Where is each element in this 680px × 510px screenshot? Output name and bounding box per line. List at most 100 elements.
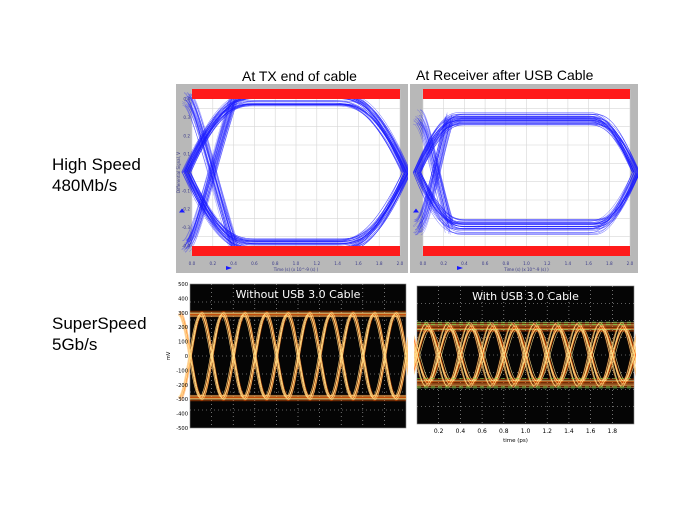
chart-title: With USB 3.0 Cable xyxy=(472,290,579,303)
eye-trace-edge xyxy=(420,114,454,228)
y-tick-label: 0 xyxy=(185,354,188,360)
row-label-super-speed: SuperSpeed 5Gb/s xyxy=(52,313,147,355)
eye-trace xyxy=(177,314,200,398)
y-tick-label: 0.1 xyxy=(183,152,190,157)
x-tick-label: 0.6 xyxy=(482,261,489,266)
eye-trace xyxy=(372,314,395,398)
eye-trace xyxy=(493,324,517,386)
eye-trace xyxy=(331,312,354,400)
eye-trace-edge xyxy=(415,120,448,236)
eye-trace xyxy=(428,324,452,386)
row-label-super-speed-name: SuperSpeed xyxy=(52,314,147,333)
eye-trace xyxy=(419,114,638,173)
eye-trace-edge xyxy=(413,121,446,226)
x-tick-label: 0.0 xyxy=(420,261,427,266)
eye-trace xyxy=(416,122,637,173)
x-tick-label: 0.8 xyxy=(502,261,509,266)
x-tick-label: 0.0 xyxy=(189,261,196,266)
eye-trace-edge xyxy=(184,94,232,246)
eye-trace xyxy=(414,335,430,386)
arrow-icon xyxy=(226,266,232,270)
eye-trace xyxy=(395,315,408,367)
eye-trace xyxy=(417,172,638,224)
x-tick-label: 0.4 xyxy=(456,428,466,435)
eye-trace xyxy=(188,172,408,242)
x-axis-label: Time (s) (x 10^-9 (s) ) xyxy=(503,267,549,272)
eye-trace xyxy=(394,313,408,370)
eye-trace-edge xyxy=(420,109,453,221)
eye-trace-edge xyxy=(187,96,236,244)
eye-trace xyxy=(264,314,287,398)
y-axis-label: Differential Signal, V xyxy=(176,152,181,193)
eye-trace xyxy=(536,325,559,385)
mask-top xyxy=(423,89,630,99)
y-tick-label: -0.4 xyxy=(182,243,191,248)
eye-trace xyxy=(601,324,626,386)
y-tick-label: -0.1 xyxy=(182,188,191,193)
y-tick-label: 200 xyxy=(178,325,188,331)
eye-trace-edge xyxy=(416,119,450,235)
eye-trace xyxy=(604,328,627,382)
x-tick-label: 1.6 xyxy=(586,428,596,435)
eye-trace xyxy=(514,325,537,385)
eye-trace-edge xyxy=(420,122,454,236)
eye-traces xyxy=(414,321,636,389)
eye-trace xyxy=(493,324,517,386)
x-tick-label: 0.8 xyxy=(272,261,279,266)
y-tick-label: 500 xyxy=(178,282,188,288)
row-label-high-speed-rate: 480Mb/s xyxy=(52,176,118,195)
eye-traces xyxy=(412,109,638,236)
eye-trace xyxy=(473,328,496,382)
eye-trace xyxy=(222,315,245,397)
eye-trace xyxy=(625,356,636,382)
mask-top xyxy=(192,89,400,99)
y-tick-label: 0 xyxy=(187,170,190,175)
eye-trace xyxy=(287,315,310,397)
x-tick-label: 0.2 xyxy=(440,261,447,266)
x-tick-label: 2.0 xyxy=(397,261,404,266)
x-tick-label: 1.2 xyxy=(542,428,552,435)
eye-trace xyxy=(469,322,492,388)
y-tick-label: -200 xyxy=(176,383,188,389)
eye-trace-edge xyxy=(413,121,446,222)
eye-trace xyxy=(471,324,495,386)
eye-trace-edge xyxy=(419,123,452,233)
eye-trace xyxy=(491,322,514,388)
x-tick-label: 0.2 xyxy=(209,261,216,266)
eye-trace xyxy=(558,328,581,382)
eye-trace xyxy=(536,324,561,386)
eye-trace xyxy=(601,325,624,385)
eye-trace xyxy=(180,312,203,400)
eye-trace xyxy=(182,172,403,241)
eye-trace-edge xyxy=(417,122,450,227)
eye-trace xyxy=(623,328,636,362)
eye-trace xyxy=(449,328,472,382)
eye-trace xyxy=(579,325,602,385)
eye-trace xyxy=(352,315,375,397)
eye-trace xyxy=(328,314,352,398)
eye-trace xyxy=(580,324,604,386)
x-tick-label: 1.0 xyxy=(293,261,300,266)
arrow-icon xyxy=(457,266,463,270)
eye-trace xyxy=(307,314,330,398)
eye-trace xyxy=(449,324,474,386)
eye-trace xyxy=(309,312,333,400)
x-tick-label: 1.4 xyxy=(334,261,341,266)
eye-trace xyxy=(580,324,604,386)
eye-trace xyxy=(515,328,538,382)
y-tick-label: 400 xyxy=(178,296,188,302)
eye-trace xyxy=(244,315,267,397)
eye-trace-edge xyxy=(190,97,238,244)
eye-trace xyxy=(185,103,406,173)
eye-trace xyxy=(560,328,583,382)
eye-trace xyxy=(471,325,494,385)
arrow-icon xyxy=(179,208,185,213)
eye-trace xyxy=(625,328,636,354)
eye-trace xyxy=(428,328,451,382)
y-tick-label: 300 xyxy=(178,311,188,317)
eye-trace xyxy=(492,325,516,385)
y-tick-label: -300 xyxy=(176,397,188,403)
eye-trace-edge xyxy=(188,103,236,242)
eye-trace xyxy=(582,328,605,382)
y-tick-label: 0.4 xyxy=(183,97,190,102)
